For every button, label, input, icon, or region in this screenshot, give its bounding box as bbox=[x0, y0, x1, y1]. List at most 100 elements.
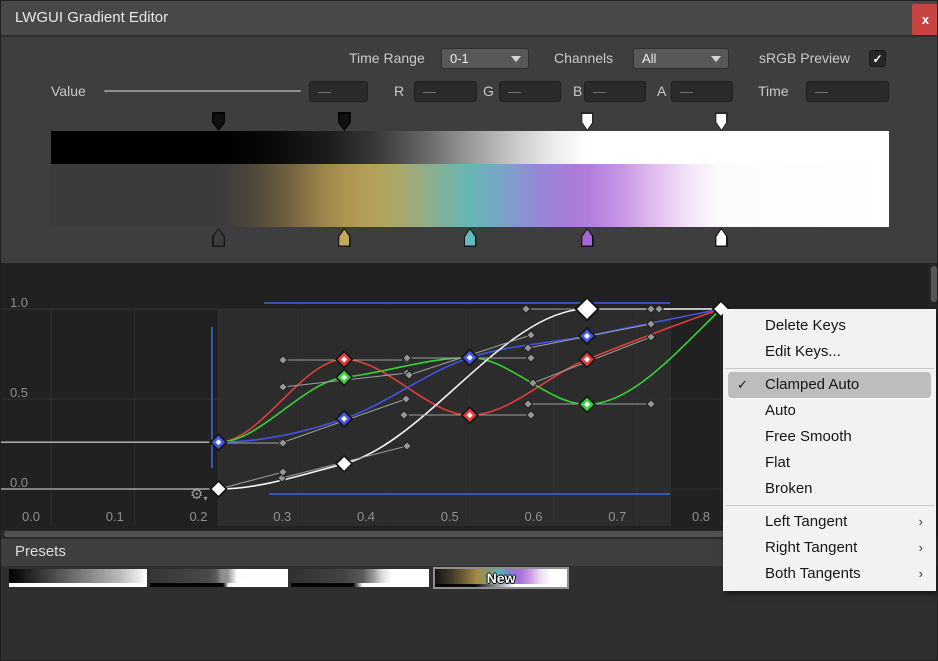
menu-separator bbox=[723, 502, 936, 509]
srgb-preview-label: sRGB Preview bbox=[759, 50, 851, 66]
preset-alpha-strip bbox=[291, 583, 429, 587]
menu-item-edit-keys[interactable]: Edit Keys... bbox=[723, 339, 936, 365]
tangent-handle[interactable] bbox=[277, 473, 287, 483]
value-label: Value bbox=[51, 83, 86, 99]
tangent-handle[interactable] bbox=[404, 370, 414, 380]
alpha-key-marker-fill bbox=[582, 113, 593, 130]
menu-item-delete-keys[interactable]: Delete Keys bbox=[723, 313, 936, 339]
submenu-arrow-icon: › bbox=[918, 514, 923, 529]
channels-value: All bbox=[642, 51, 657, 66]
alpha-key-marker[interactable] bbox=[580, 112, 594, 131]
presets-area: New bbox=[1, 566, 937, 660]
menu-item-label: Flat bbox=[765, 454, 791, 471]
red-curve-key[interactable] bbox=[341, 356, 348, 363]
srgb-preview-checkbox[interactable]: ✓ bbox=[869, 50, 886, 67]
menu-item-right-tangent[interactable]: Right Tangent › bbox=[723, 535, 936, 561]
y-axis-tick-label: 0.0 bbox=[10, 475, 28, 490]
tangent-handle[interactable] bbox=[278, 467, 288, 477]
time-range-dropdown[interactable]: 0-1 bbox=[441, 48, 529, 69]
gear-icon[interactable]: ⚙▾ bbox=[190, 486, 208, 503]
color-key-marker-fill bbox=[716, 229, 727, 246]
tangent-handle[interactable] bbox=[401, 394, 411, 404]
tangent-handle[interactable] bbox=[646, 304, 656, 314]
tangent-handle[interactable] bbox=[399, 410, 409, 420]
tangent-handle[interactable] bbox=[523, 343, 533, 353]
preset-swatch-current[interactable]: New bbox=[433, 567, 569, 589]
time-field[interactable]: — bbox=[806, 81, 889, 102]
menu-item-label: Edit Keys... bbox=[765, 343, 841, 360]
presets-title: Presets bbox=[15, 543, 66, 560]
tangent-handle[interactable] bbox=[521, 304, 531, 314]
tangent-handle[interactable] bbox=[402, 353, 412, 363]
tangent-handle[interactable] bbox=[278, 382, 288, 392]
color-key-marker[interactable] bbox=[337, 228, 351, 247]
color-key-marker[interactable] bbox=[580, 228, 594, 247]
color-key-marker-row bbox=[51, 228, 889, 247]
value-slider[interactable] bbox=[104, 90, 301, 92]
x-axis-tick-label: 0.4 bbox=[357, 509, 375, 524]
menu-item-broken[interactable]: Broken bbox=[723, 476, 936, 502]
horizontal-scrollbar-handle[interactable] bbox=[4, 531, 934, 537]
alpha-key-marker[interactable] bbox=[212, 112, 226, 131]
blue-label: B bbox=[573, 83, 583, 99]
y-axis-tick-label: 0.5 bbox=[10, 385, 28, 400]
tangent-handle[interactable] bbox=[646, 319, 656, 329]
color-key-marker[interactable] bbox=[714, 228, 728, 247]
x-axis-tick-label: 0.0 bbox=[22, 509, 40, 524]
tangent-handle[interactable] bbox=[528, 378, 538, 388]
window-title: LWGUI Gradient Editor bbox=[15, 9, 169, 26]
menu-item-auto[interactable]: Auto bbox=[723, 398, 936, 424]
menu-item-label: Both Tangents bbox=[765, 565, 861, 582]
tangent-handle[interactable] bbox=[523, 399, 533, 409]
tangent-context-menu: Delete Keys Edit Keys... ✓ Clamped Auto Auto… bbox=[723, 309, 936, 591]
time-label: Time bbox=[758, 83, 789, 99]
preset-swatch[interactable] bbox=[291, 569, 429, 587]
green-field[interactable]: — bbox=[499, 81, 561, 102]
gradient-preview-bar[interactable] bbox=[51, 131, 889, 227]
preset-swatch[interactable] bbox=[9, 569, 147, 587]
chevron-down-icon bbox=[511, 56, 521, 62]
preset-gradient bbox=[291, 569, 429, 583]
menu-item-flat[interactable]: Flat bbox=[723, 450, 936, 476]
color-key-marker-fill bbox=[465, 229, 475, 246]
x-axis-tick-label: 0.6 bbox=[524, 509, 542, 524]
channels-dropdown[interactable]: All bbox=[633, 48, 729, 69]
preset-swatch[interactable] bbox=[150, 569, 288, 587]
vertical-scrollbar-handle[interactable] bbox=[930, 266, 937, 302]
green-curve-key[interactable] bbox=[341, 374, 348, 381]
alpha-key-marker[interactable] bbox=[714, 112, 728, 131]
menu-item-clamped-auto[interactable]: ✓ Clamped Auto bbox=[728, 372, 931, 398]
tangent-handle[interactable] bbox=[646, 332, 656, 342]
tangent-handle[interactable] bbox=[526, 353, 536, 363]
tangent-handle[interactable] bbox=[402, 441, 412, 451]
alpha-curve-key[interactable] bbox=[211, 482, 226, 496]
alpha-key-marker[interactable] bbox=[337, 112, 351, 131]
menu-item-label: Auto bbox=[765, 402, 796, 419]
tangent-handle[interactable] bbox=[646, 399, 656, 409]
menu-item-left-tangent[interactable]: Left Tangent › bbox=[723, 509, 936, 535]
menu-item-label: Right Tangent bbox=[765, 539, 858, 556]
chevron-down-icon bbox=[711, 56, 721, 62]
blue-field[interactable]: — bbox=[584, 81, 646, 102]
color-key-marker[interactable] bbox=[212, 228, 226, 247]
menu-item-label: Clamped Auto bbox=[765, 376, 860, 393]
tangent-handle[interactable] bbox=[526, 330, 536, 340]
alpha-field[interactable]: — bbox=[671, 81, 733, 102]
green-label: G bbox=[483, 83, 494, 99]
red-field[interactable]: — bbox=[414, 81, 477, 102]
tangent-handle[interactable] bbox=[526, 410, 536, 420]
horizontal-scrollbar[interactable] bbox=[1, 530, 937, 538]
tangent-handle[interactable] bbox=[278, 355, 288, 365]
title-bar: LWGUI Gradient Editor x bbox=[1, 1, 937, 37]
preset-new-label: New bbox=[486, 570, 516, 586]
color-key-marker[interactable] bbox=[463, 228, 477, 247]
gradient-alpha-strip bbox=[51, 131, 889, 164]
menu-item-free-smooth[interactable]: Free Smooth bbox=[723, 424, 936, 450]
value-field[interactable]: — bbox=[309, 81, 368, 102]
tangent-handle[interactable] bbox=[654, 304, 664, 314]
tangent-handle[interactable] bbox=[278, 438, 288, 448]
close-button[interactable]: x bbox=[912, 4, 937, 35]
alpha-key-marker-fill bbox=[339, 113, 350, 130]
menu-item-both-tangents[interactable]: Both Tangents › bbox=[723, 561, 936, 587]
